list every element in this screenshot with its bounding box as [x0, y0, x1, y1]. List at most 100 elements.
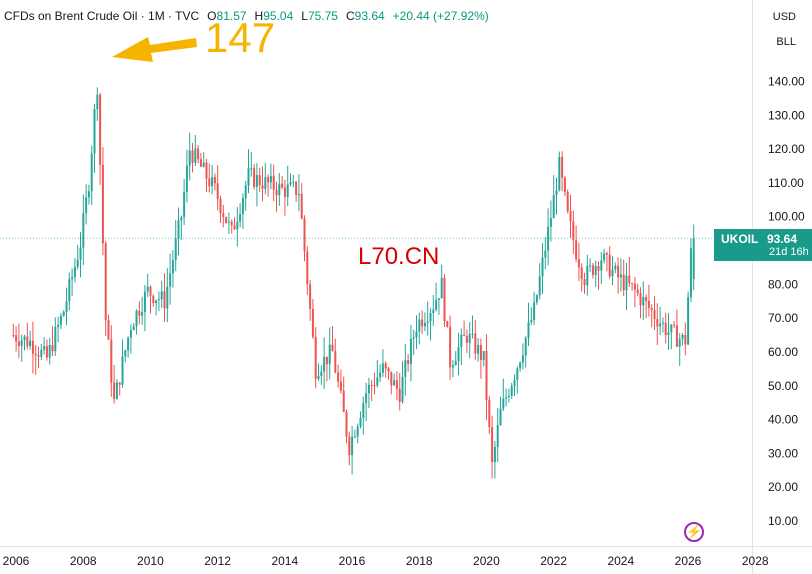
legend-header: CFDs on Brent Crude Oil · 1M · TVC O81.57… — [4, 9, 489, 23]
candle-body — [183, 192, 186, 218]
candle-body — [393, 380, 396, 386]
candle-body — [387, 368, 390, 372]
candle-body — [65, 301, 68, 312]
candle-body — [194, 148, 197, 163]
candle-body — [614, 265, 617, 270]
candle-body — [37, 355, 40, 357]
candle-body — [457, 347, 460, 362]
candle-body — [600, 260, 603, 271]
candle-body — [45, 346, 48, 358]
open-value: 81.57 — [216, 9, 247, 23]
candle-body — [34, 353, 37, 356]
candle-body — [261, 185, 264, 189]
candle-body — [513, 379, 516, 387]
y-tick-label: 120.00 — [768, 142, 805, 156]
unit-label[interactable]: BLL — [776, 36, 796, 48]
candle-body — [348, 436, 351, 456]
y-tick-label: 110.00 — [768, 176, 804, 190]
candle-body — [670, 324, 673, 333]
candle-body — [636, 289, 639, 294]
candle-body — [334, 351, 337, 373]
candle-body — [653, 310, 656, 320]
candle-body — [177, 220, 180, 239]
candle-body — [43, 346, 46, 350]
candle-body — [421, 319, 424, 327]
last-price-value: 93.64 — [767, 232, 798, 246]
candle-body — [96, 94, 99, 110]
candle-body — [437, 298, 440, 300]
candle-body — [225, 217, 228, 223]
candle-body — [339, 381, 342, 391]
candle-body — [631, 283, 634, 285]
x-tick-label: 2028 — [742, 554, 769, 568]
symbol-title[interactable]: CFDs on Brent Crude Oil · 1M · TVC — [4, 9, 200, 23]
candle-body — [29, 340, 32, 347]
candle-body — [328, 344, 331, 365]
annotation-arrow — [112, 37, 197, 62]
y-tick-label: 100.00 — [768, 210, 805, 224]
candle-body — [569, 211, 572, 222]
candle-body — [689, 248, 692, 298]
candle-body — [667, 332, 670, 336]
candle-body — [15, 335, 18, 342]
candle-body — [20, 340, 23, 346]
lightning-bolt-icon[interactable]: ⚡ — [684, 522, 704, 542]
candle-body — [345, 412, 348, 437]
candle-body — [93, 109, 96, 154]
candle-body — [381, 363, 384, 373]
close-value: 93.64 — [354, 9, 385, 23]
candle-body — [451, 365, 454, 368]
candle-body — [661, 322, 664, 324]
candle-body — [566, 192, 569, 212]
candle-body — [138, 310, 141, 316]
candle-body — [216, 183, 219, 199]
candle-body — [23, 336, 26, 341]
candle-body — [597, 265, 600, 271]
candle-body — [26, 336, 29, 347]
candle-body — [692, 238, 695, 280]
y-tick-label: 40.00 — [768, 413, 798, 427]
candle-body — [507, 395, 510, 398]
candle-body — [549, 218, 552, 227]
candle-body — [440, 277, 443, 299]
candle-body — [496, 425, 499, 447]
candle-body — [48, 344, 51, 358]
candle-body — [356, 426, 359, 437]
candle-body — [146, 286, 149, 292]
candle-body — [617, 265, 620, 278]
candle-body — [628, 275, 631, 284]
x-tick-label: 2022 — [540, 554, 567, 568]
candle-body — [502, 398, 505, 409]
candle-body — [227, 221, 230, 223]
candle-body — [409, 338, 412, 364]
candle-body — [681, 335, 684, 340]
candle-body — [563, 177, 566, 193]
x-tick-label: 2016 — [339, 554, 366, 568]
candle-body — [558, 156, 561, 191]
open-label: O — [207, 9, 217, 23]
candle-body — [412, 337, 415, 339]
low-value: 75.75 — [307, 9, 338, 23]
candle-body — [283, 187, 286, 197]
candle-body — [309, 284, 312, 309]
candle-body — [113, 382, 116, 399]
candle-body — [426, 321, 429, 323]
candle-body — [465, 336, 468, 343]
candle-body — [633, 283, 636, 290]
candle-body — [664, 322, 667, 336]
candle-body — [583, 279, 586, 286]
y-tick-label: 60.00 — [768, 345, 798, 359]
candle-body — [163, 291, 166, 309]
candle-body — [541, 257, 544, 277]
currency-label[interactable]: USD — [772, 11, 796, 23]
candle-body — [110, 339, 113, 383]
candle-body — [429, 312, 432, 322]
candle-body — [250, 168, 253, 170]
candle-body — [586, 265, 589, 286]
change-value: +20.44 (+27.92%) — [392, 9, 489, 23]
candle-body — [589, 265, 592, 267]
candle-body — [687, 297, 690, 345]
candle-body — [101, 164, 104, 244]
